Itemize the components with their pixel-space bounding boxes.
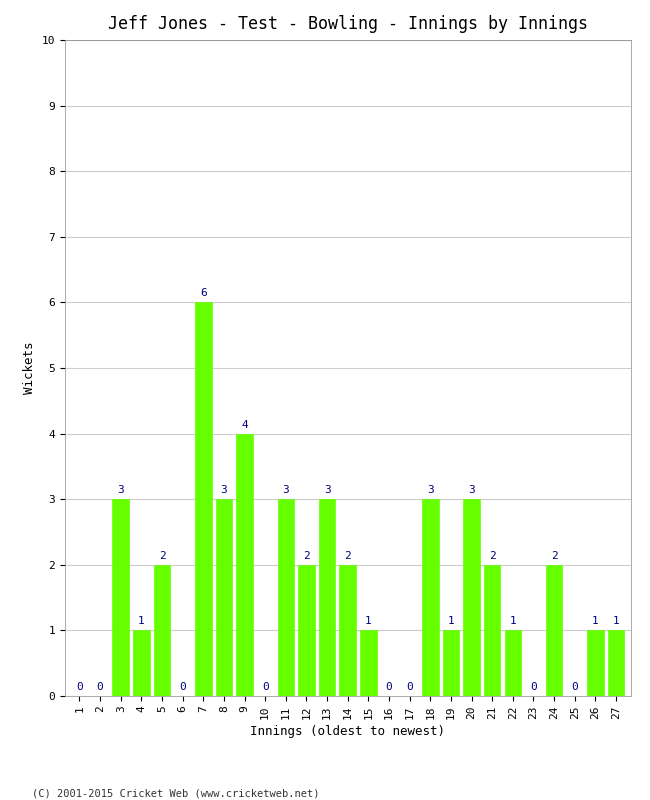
X-axis label: Innings (oldest to newest): Innings (oldest to newest) (250, 725, 445, 738)
Bar (422, 499, 439, 696)
Text: 1: 1 (592, 617, 599, 626)
Text: 2: 2 (159, 551, 165, 561)
Bar (463, 499, 480, 696)
Text: 3: 3 (283, 486, 289, 495)
Bar (195, 302, 211, 696)
Text: 1: 1 (510, 617, 516, 626)
Bar (216, 499, 232, 696)
Text: 1: 1 (448, 617, 454, 626)
Bar (608, 630, 624, 696)
Title: Jeff Jones - Test - Bowling - Innings by Innings: Jeff Jones - Test - Bowling - Innings by… (108, 15, 588, 33)
Text: 3: 3 (324, 486, 330, 495)
Bar (504, 630, 521, 696)
Bar (298, 565, 315, 696)
Text: (C) 2001-2015 Cricket Web (www.cricketweb.net): (C) 2001-2015 Cricket Web (www.cricketwe… (32, 788, 320, 798)
Bar (587, 630, 604, 696)
Bar (443, 630, 459, 696)
Bar (237, 434, 253, 696)
Text: 4: 4 (241, 420, 248, 430)
Bar (484, 565, 500, 696)
Text: 0: 0 (571, 682, 578, 692)
Bar (278, 499, 294, 696)
Bar (154, 565, 170, 696)
Text: 1: 1 (365, 617, 372, 626)
Text: 0: 0 (406, 682, 413, 692)
Bar (546, 565, 562, 696)
Text: 0: 0 (530, 682, 537, 692)
Text: 0: 0 (97, 682, 103, 692)
Text: 3: 3 (427, 486, 434, 495)
Bar (319, 499, 335, 696)
Text: 0: 0 (385, 682, 393, 692)
Text: 2: 2 (344, 551, 351, 561)
Text: 0: 0 (179, 682, 186, 692)
Text: 0: 0 (262, 682, 268, 692)
Text: 0: 0 (76, 682, 83, 692)
Bar (133, 630, 150, 696)
Text: 1: 1 (613, 617, 619, 626)
Bar (360, 630, 376, 696)
Text: 3: 3 (468, 486, 475, 495)
Text: 2: 2 (551, 551, 558, 561)
Text: 3: 3 (118, 486, 124, 495)
Y-axis label: Wickets: Wickets (23, 342, 36, 394)
Text: 2: 2 (489, 551, 495, 561)
Text: 1: 1 (138, 617, 145, 626)
Bar (112, 499, 129, 696)
Text: 2: 2 (303, 551, 310, 561)
Text: 6: 6 (200, 289, 207, 298)
Bar (339, 565, 356, 696)
Text: 3: 3 (220, 486, 228, 495)
